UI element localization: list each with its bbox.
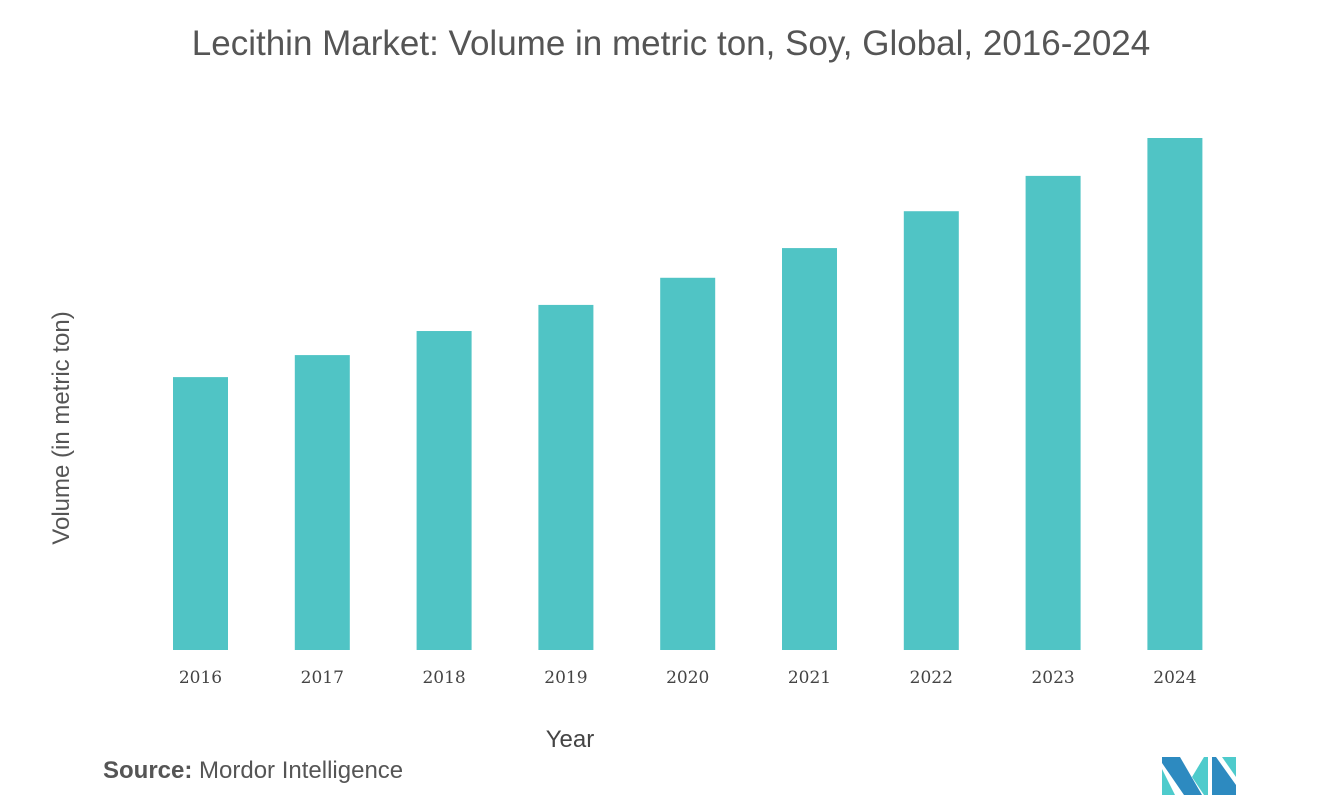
bar-2022 <box>903 211 959 650</box>
source-note: Source: Mordor Intelligence <box>103 757 403 785</box>
x-tick-label: 2022 <box>910 668 953 688</box>
bar-2018 <box>416 331 472 650</box>
x-tick-label: 2016 <box>179 668 222 688</box>
bar-2020 <box>660 277 716 650</box>
bar-2017 <box>294 355 350 650</box>
x-tick-label: 2021 <box>788 668 831 688</box>
bar-2024 <box>1147 138 1203 650</box>
source-label: Source: <box>103 757 193 784</box>
x-tick-label: 2019 <box>544 668 587 688</box>
bar-2021 <box>782 248 837 650</box>
chart-title: Lecithin Market: Volume in metric ton, S… <box>191 24 1151 63</box>
bar-2019 <box>538 304 594 650</box>
bar-2016 <box>173 377 228 650</box>
mordor-logo <box>1162 757 1236 795</box>
x-tick-label: 2020 <box>666 668 709 688</box>
bar-2023 <box>1025 175 1081 650</box>
x-tick-label: 2023 <box>1031 668 1074 688</box>
x-axis-label: Year <box>545 726 595 753</box>
x-tick-label: 2024 <box>1153 668 1196 688</box>
x-tick-label: 2018 <box>422 668 465 688</box>
source-text: Mordor Intelligence <box>192 757 404 784</box>
x-tick-label: 2017 <box>301 668 344 688</box>
